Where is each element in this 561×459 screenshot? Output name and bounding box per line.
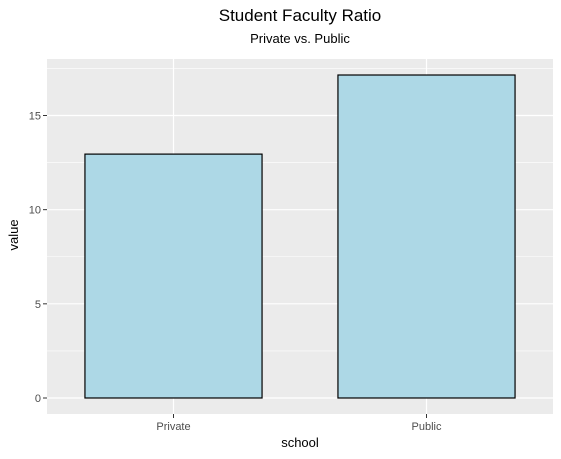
y-axis: 0 5 10 15: [29, 110, 47, 404]
x-axis-title: school: [281, 435, 319, 450]
y-tick-label: 0: [35, 393, 41, 405]
x-tick-label-public: Public: [412, 421, 442, 433]
chart-subtitle: Private vs. Public: [250, 31, 350, 46]
y-tick-label: 15: [29, 110, 41, 122]
x-tick-label-private: Private: [156, 421, 190, 433]
y-tick-label: 10: [29, 205, 41, 217]
bar-private: [85, 154, 262, 398]
y-axis-title: value: [6, 219, 21, 250]
chart-title: Student Faculty Ratio: [219, 6, 382, 25]
bar-public: [338, 75, 515, 398]
x-axis: Private Public: [156, 414, 442, 433]
y-tick-label: 5: [35, 299, 41, 311]
